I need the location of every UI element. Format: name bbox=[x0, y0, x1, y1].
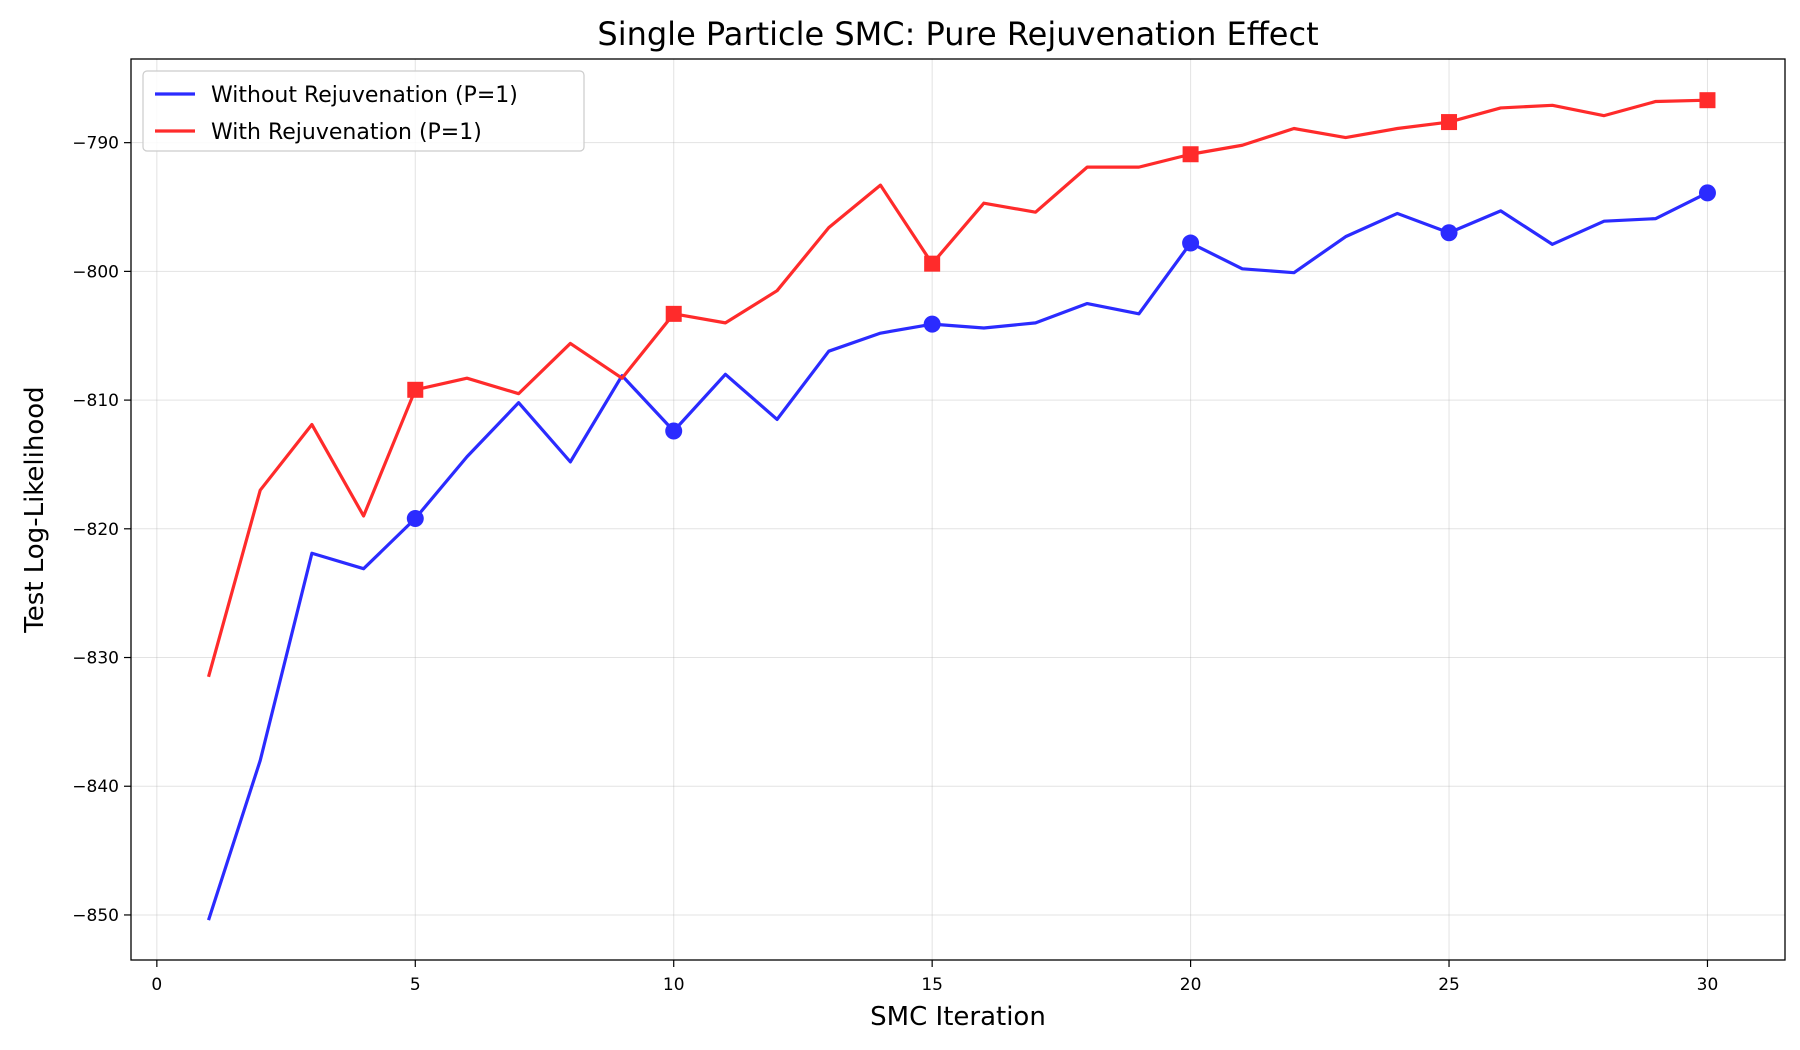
x-axis-title: SMC Iteration bbox=[870, 1002, 1046, 1032]
x-tick-label: 20 bbox=[1180, 975, 1202, 995]
x-tick-label: 30 bbox=[1697, 975, 1719, 995]
series-1-marker bbox=[1440, 224, 1458, 242]
series-1-marker bbox=[923, 315, 941, 333]
series-2-marker bbox=[924, 255, 941, 272]
legend-label-2: With Rejuvenation (P=1) bbox=[211, 120, 482, 145]
series-2-marker bbox=[1441, 114, 1458, 131]
legend: Without Rejuvenation (P=1) With Rejuvenat… bbox=[142, 70, 585, 152]
y-tick-label: −830 bbox=[72, 649, 119, 669]
y-axis-title: Test Log-Likelihood bbox=[20, 386, 50, 633]
legend-box bbox=[142, 70, 585, 152]
x-tick-label: 15 bbox=[921, 975, 943, 995]
series-layer bbox=[206, 92, 1716, 921]
y-tick-label: −820 bbox=[72, 520, 119, 540]
chart-title: Single Particle SMC: Pure Rejuvenation E… bbox=[597, 15, 1318, 53]
x-tick-label: 25 bbox=[1438, 975, 1460, 995]
series-2-marker bbox=[1699, 92, 1716, 109]
y-tick-label: −850 bbox=[72, 906, 119, 926]
series-line-1 bbox=[207, 191, 1709, 921]
series-1-marker bbox=[406, 510, 424, 528]
plot-frame bbox=[130, 58, 1786, 961]
y-axis: −850 −840 −830 −820 −810 −800 −790 bbox=[72, 134, 131, 926]
series-1-marker bbox=[665, 422, 683, 440]
y-tick-label: −800 bbox=[72, 262, 119, 282]
y-tick-label: −810 bbox=[72, 391, 119, 411]
series-1-marker bbox=[1698, 184, 1716, 202]
x-axis: 0 5 10 15 20 25 30 bbox=[151, 960, 1718, 995]
y-tick-label: −790 bbox=[72, 134, 119, 154]
legend-label-1: Without Rejuvenation (P=1) bbox=[211, 83, 518, 108]
series-2-marker bbox=[1182, 146, 1199, 163]
series-1-marker bbox=[1182, 234, 1200, 252]
x-tick-label: 5 bbox=[410, 975, 421, 995]
series-2-marker bbox=[407, 381, 424, 398]
x-tick-label: 0 bbox=[151, 975, 162, 995]
series-line-2 bbox=[206, 98, 1708, 678]
y-tick-label: −840 bbox=[72, 777, 119, 797]
series-2-marker bbox=[665, 305, 682, 322]
x-tick-label: 10 bbox=[663, 975, 685, 995]
